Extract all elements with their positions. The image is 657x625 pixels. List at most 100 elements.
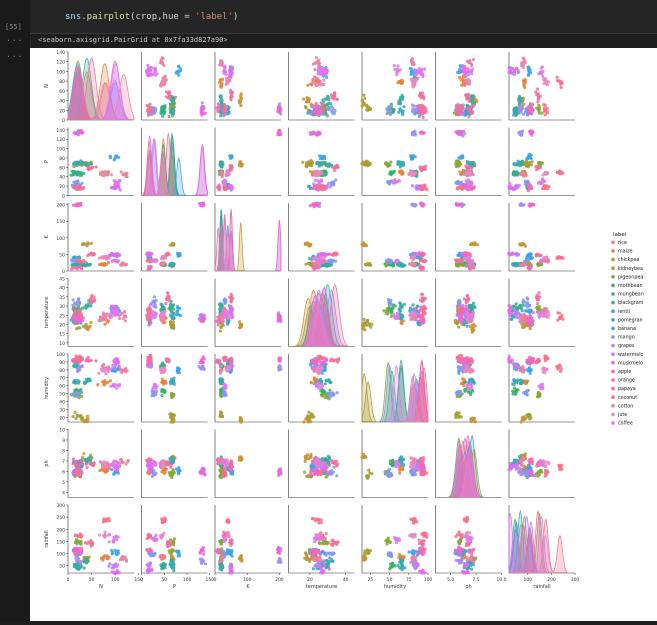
code-cell[interactable]: sns.pairplot(crop,hue = 'label') (30, 0, 657, 34)
output-repr: <seaborn.axisgrid.PairGrid at 0x7fa33d82… (38, 36, 228, 44)
scatter-point-jute (161, 311, 164, 314)
scatter-point-orange (471, 185, 474, 188)
scatter-point-banana (230, 156, 233, 159)
scatter-point-maize (522, 82, 525, 85)
scatter-point-mothbean (392, 264, 395, 267)
scatter-point-coconut (76, 259, 79, 262)
output-more-icon[interactable]: ··· (6, 36, 23, 45)
scatter-point-orange (467, 115, 470, 118)
scatter-point-coconut (82, 186, 85, 189)
scatter-point-coffee (153, 312, 156, 315)
scatter-point-lentil (513, 263, 516, 266)
scatter-point-cotton (119, 263, 122, 266)
scatter-point-coffee (112, 311, 115, 314)
output-more-icon[interactable]: ··· (6, 52, 23, 61)
code-line[interactable]: sns.pairplot(crop,hue = 'label') (65, 12, 238, 22)
scatter-point-mango (334, 260, 337, 263)
scatter-point-papaya (466, 94, 469, 97)
scatter-point-chickpea (240, 92, 243, 95)
scatter-point-pigeonpea (455, 164, 458, 167)
scatter-point-chickpea (90, 242, 93, 245)
scatter-point-kidneybea (528, 163, 531, 166)
subplot-temperature-vs-temperature (289, 279, 355, 347)
scatter-point-coffee (542, 70, 545, 73)
scatter-point-muskmelo (149, 255, 152, 258)
scatter-point-chickpea (308, 244, 311, 247)
scatter-point-lentil (172, 108, 175, 111)
scatter-point-mango (330, 260, 333, 263)
y-tick-label: 80 (59, 79, 65, 85)
scatter-point-chickpea (361, 327, 364, 330)
scatter-point-coffee (318, 259, 321, 262)
scatter-point-chickpea (86, 241, 89, 244)
y-tick-label: 120 (56, 60, 65, 66)
y-tick-label: 80 (59, 156, 65, 162)
scatter-point-jute (315, 174, 318, 177)
scatter-point-apple (462, 130, 465, 133)
scatter-point-coffee (312, 182, 315, 185)
scatter-point-coffee (153, 316, 156, 319)
scatter-point-coffee (113, 314, 116, 317)
pairplot-svg: 020406080100120140N020406080100120140P05… (30, 48, 657, 621)
scatter-point-maize (399, 170, 402, 173)
scatter-point-banana (177, 74, 180, 77)
scatter-point-jute (465, 171, 468, 174)
scatter-point-cotton (125, 263, 128, 266)
scatter-point-apple (200, 114, 203, 117)
scatter-point-kidneybea (219, 329, 222, 332)
scatter-point-cotton (520, 62, 523, 65)
scatter-point-jute (542, 78, 545, 81)
scatter-point-apple (277, 131, 280, 134)
y-tick-label: 100 (56, 147, 65, 153)
scatter-point-papaya (536, 93, 539, 96)
scatter-point-mungbean (160, 107, 163, 110)
scatter-point-muskmelo (111, 253, 114, 256)
scatter-point-papaya (229, 293, 232, 296)
scatter-point-lentil (400, 313, 403, 316)
scatter-point-pomegran (226, 323, 229, 326)
scatter-point-blackgram (83, 305, 86, 308)
scatter-point-blackgram (84, 162, 87, 165)
scatter-point-coffee (395, 73, 398, 76)
scatter-point-lentil (219, 114, 222, 117)
scatter-point-orange (148, 319, 151, 322)
scatter-point-blackgram (324, 164, 327, 167)
scatter-point-papaya (93, 298, 96, 301)
scatter-point-orange (467, 109, 470, 112)
scatter-point-orange (71, 185, 74, 188)
y-tick-label: 20 (59, 184, 65, 190)
scatter-point-kidneybea (363, 318, 366, 321)
scatter-point-coconut (424, 187, 427, 190)
scatter-point-jute (103, 172, 106, 175)
y-axis-label: K (44, 235, 50, 239)
scatter-point-papaya (419, 253, 422, 256)
scatter-point-lentil (399, 310, 402, 313)
scatter-point-coconut (545, 184, 548, 187)
scatter-point-coffee (223, 180, 226, 183)
scatter-point-mothbean (390, 170, 393, 173)
scatter-point-coffee (223, 65, 226, 68)
scatter-point-jute (544, 256, 547, 259)
scatter-point-coffee (393, 68, 396, 71)
scatter-point-banana (178, 70, 181, 73)
scatter-point-orange (216, 316, 219, 319)
scatter-point-jute (100, 318, 103, 321)
scatter-point-lentil (402, 105, 405, 108)
scatter-point-coffee (467, 73, 470, 76)
scatter-point-jute (468, 172, 471, 175)
scatter-point-jute (162, 318, 165, 321)
scatter-point-blackgram (327, 98, 330, 101)
scatter-point-apple (201, 319, 204, 322)
scatter-point-watermelo (517, 71, 520, 74)
scatter-point-banana (176, 310, 179, 313)
scatter-point-muskmelo (149, 303, 152, 306)
scatter-point-blackgram (171, 98, 174, 101)
scatter-point-orange (317, 112, 320, 115)
scatter-point-lentil (400, 263, 403, 266)
subplot-P-vs-temperature (289, 128, 355, 196)
scatter-point-kidneybea (309, 162, 312, 165)
scatter-point-muskmelo (322, 72, 325, 75)
scatter-point-muskmelo (329, 185, 332, 188)
scatter-point-cotton (162, 261, 165, 264)
scatter-point-lentil (316, 162, 319, 165)
